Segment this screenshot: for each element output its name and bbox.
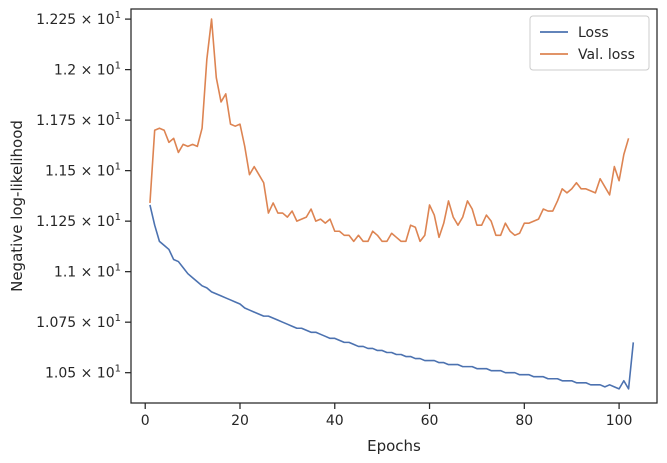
x-tick-label: 40 xyxy=(326,413,344,429)
legend: Loss Val. loss xyxy=(529,15,650,71)
series-line-0 xyxy=(149,204,635,390)
legend-label: Val. loss xyxy=(578,47,635,63)
legend-box xyxy=(529,15,650,71)
y-tick-label: 1.075 × 101 xyxy=(36,313,121,331)
y-tick-label: 1.2 × 101 xyxy=(54,61,121,79)
y-tick-label: 1.05 × 101 xyxy=(45,364,121,382)
x-tick-label: 20 xyxy=(231,413,249,429)
x-tick-label: 60 xyxy=(421,413,439,429)
y-tick-label: 1.225 × 101 xyxy=(36,10,121,28)
x-tick-label: 80 xyxy=(515,413,533,429)
y-tick-label: 1.15 × 101 xyxy=(45,162,121,180)
x-axis: 0 20 40 60 80 100 xyxy=(141,403,633,429)
y-axis-label: Negative log-likelihood xyxy=(8,120,26,292)
x-axis-label: Epochs xyxy=(367,437,421,455)
legend-label: Loss xyxy=(578,25,609,41)
y-tick-label: 1.125 × 101 xyxy=(36,212,121,230)
series-line-1 xyxy=(149,18,630,243)
x-tick-label: 0 xyxy=(141,413,150,429)
series-lines xyxy=(149,18,635,390)
plot-frame xyxy=(130,8,658,404)
plot-area xyxy=(130,8,658,404)
y-tick-label: 1.1 × 101 xyxy=(54,263,121,281)
x-tick-label: 100 xyxy=(606,413,633,429)
y-axis: 1.05 × 101 1.075 × 101 1.1 × 101 1.125 × 10… xyxy=(36,10,131,382)
y-tick-label: 1.175 × 101 xyxy=(36,111,121,129)
